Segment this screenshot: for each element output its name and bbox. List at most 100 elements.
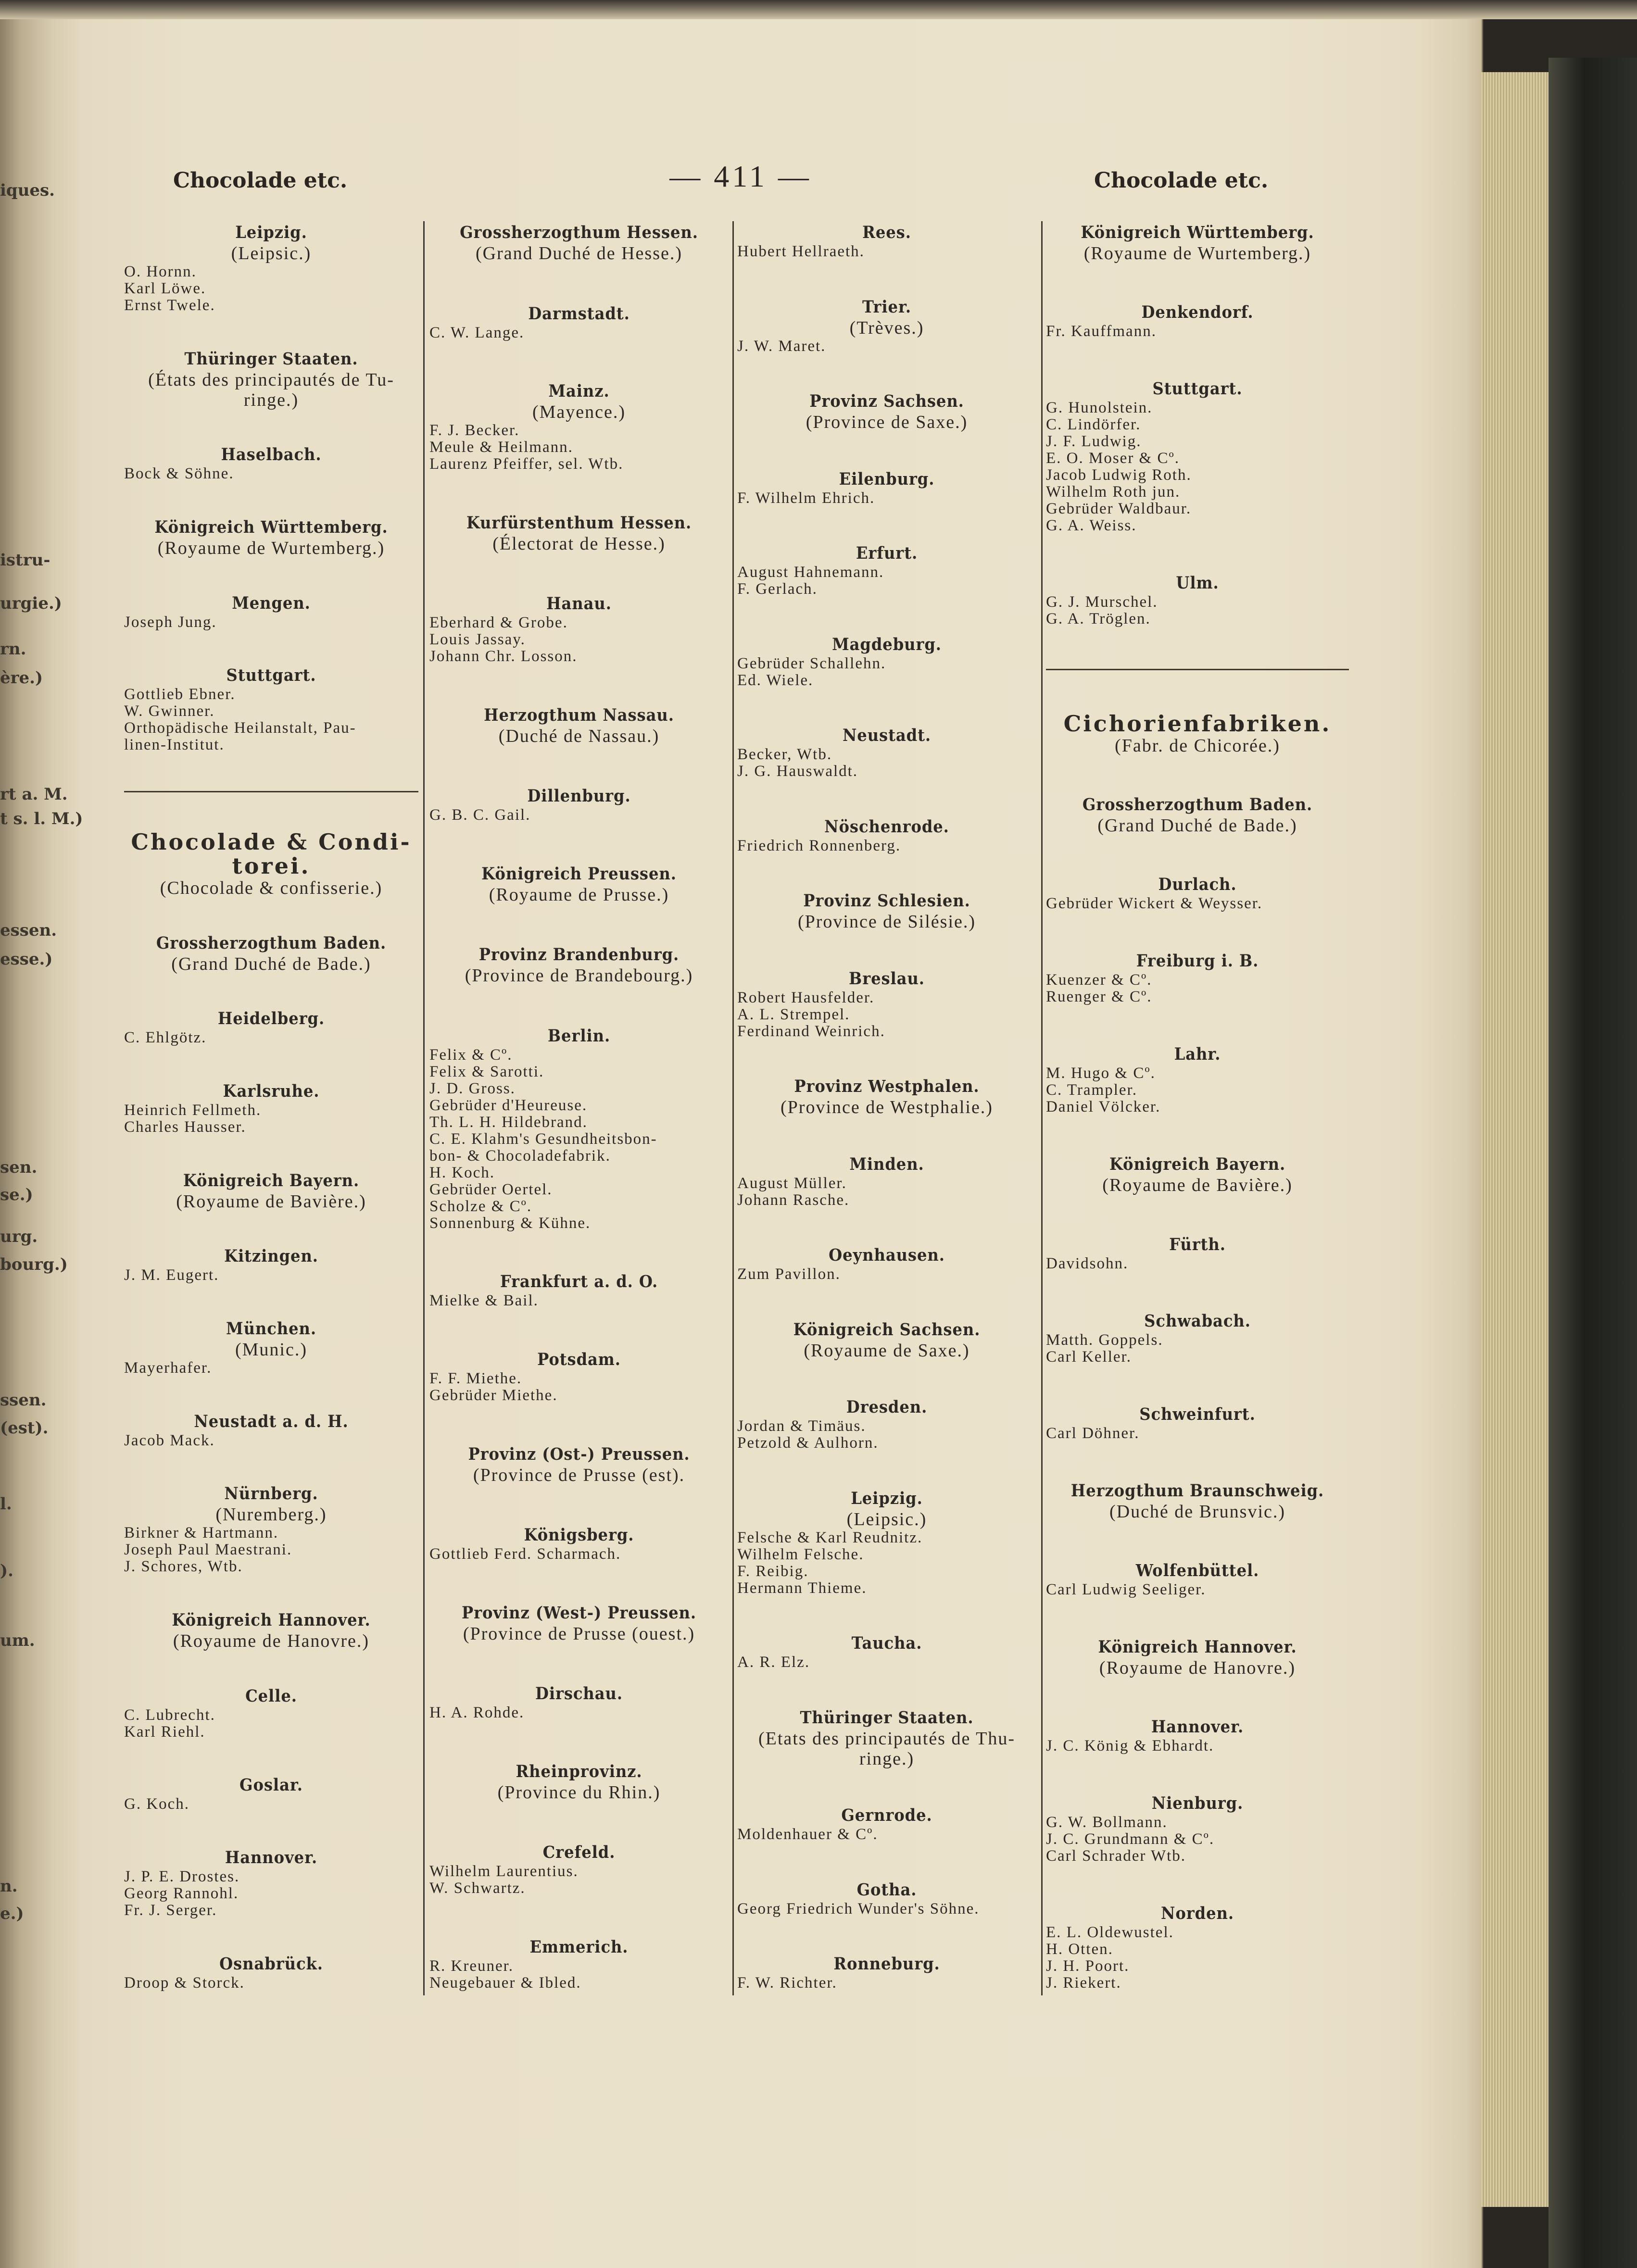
location-group: Denkendorf. Fr. Kauffmann. (1046, 302, 1349, 340)
location-group: Leipzig. (Leipsic.) O. Hornn. Karl Löwe. Ern… (124, 222, 418, 314)
location-group: Haselbach. Bock & Söhne. (124, 444, 418, 482)
location-group: Dillenburg. G. B. C. Gail. (429, 786, 729, 824)
place-heading: Stuttgart. (1152, 379, 1243, 399)
firm-entry: C. Trampler. (1046, 1081, 1137, 1099)
firm-entry: G. J. Murschel. (1046, 593, 1158, 611)
location-group: Erfurt. August Hahnemann. F. Gerlach. (737, 543, 1036, 598)
page-number: — 411 — (669, 159, 812, 193)
location-group: Grossherzogthum Baden. (Grand Duché de Ba… (124, 933, 418, 974)
firm-entry: Ferdinand Weinrich. (737, 1022, 885, 1040)
firm-entry: W. Gwinner. (124, 702, 215, 720)
firm-entry: Orthopädische Heilanstalt, Pau- linen-In… (124, 719, 356, 754)
place-heading: Celle. (245, 1686, 297, 1706)
location-group: Stuttgart. Gottlieb Ebner. W. Gwinner. Orth… (124, 665, 418, 753)
place-heading: Herzogthum Braunschweig. (1070, 1480, 1324, 1501)
category-heading: Cichorienfabriken. (1063, 711, 1332, 737)
place-heading: Lahr. (1174, 1044, 1221, 1065)
firm-entry: Felix & Cº. (429, 1046, 513, 1064)
firm-entry: Georg Friedrich Wunder's Söhne. (737, 1900, 980, 1917)
place-heading: Frankfurt a. d. O. (500, 1272, 658, 1292)
previous-page-fragment: ). (0, 1561, 13, 1580)
location-group: Darmstadt. C. W. Lange. (429, 303, 729, 341)
place-heading: Rees. (862, 223, 911, 242)
place-heading: Kitzingen. (224, 1246, 318, 1266)
previous-page-fragment: esse.) (0, 950, 53, 969)
location-group: Schwabach. Matth. Goppels. Carl Keller. (1046, 1311, 1349, 1366)
firm-entry: Charles Hausser. (124, 1118, 246, 1136)
french-translation: (Royaume de Bavière.) (1102, 1175, 1293, 1196)
place-heading: Königreich Hannover. (172, 1610, 371, 1630)
location-group: Herzogthum Nassau. (Duché de Nassau.) (429, 705, 729, 746)
location-group: Oeynhausen. Zum Pavillon. (737, 1245, 1036, 1283)
location-group: Königreich Bayern. (Royaume de Bavière.) (1046, 1154, 1349, 1195)
firm-entry: M. Hugo & Cº. (1046, 1065, 1156, 1082)
firm-entry: Ed. Wiele. (737, 671, 814, 689)
location-group: Mainz. (Mayence.) F. J. Becker. Meule & Hei… (429, 381, 729, 473)
previous-page-fragment: t s. l. M.) (0, 809, 83, 828)
firm-entry: Birkner & Hartmann. (124, 1524, 279, 1542)
firm-entry: J. Riekert. (1046, 1974, 1121, 1992)
french-translation: (Royaume de Bavière.) (176, 1191, 366, 1212)
place-heading: Rheinprovinz. (516, 1761, 642, 1781)
french-translation: (Mayence.) (532, 402, 626, 423)
place-heading: Mengen. (232, 593, 311, 613)
firm-entry: Carl Schrader Wtb. (1046, 1847, 1186, 1865)
column-4: Königreich Württemberg. (Royaume de Wurte… (1046, 222, 1349, 1992)
place-heading: Mainz. (548, 381, 610, 401)
place-heading: Hannover. (1151, 1717, 1244, 1737)
location-group: Berlin. Felix & Cº. Felix & Sarotti. J. D. … (429, 1026, 729, 1232)
place-heading: Stuttgart. (226, 665, 316, 686)
location-group: Gotha. Georg Friedrich Wunder's Söhne. (737, 1880, 1036, 1917)
firm-entry: Carl Keller. (1046, 1348, 1132, 1366)
firm-entry: Joseph Paul Maestrani. (124, 1541, 292, 1559)
firm-entry: Jordan & Timäus. (737, 1417, 866, 1435)
place-heading: Nürnberg. (224, 1484, 318, 1504)
location-group: Dresden. Jordan & Timäus. Petzold & Aulhor… (737, 1397, 1036, 1452)
book-cover-edge (1549, 58, 1637, 2268)
firm-entry: H. Otten. (1046, 1940, 1113, 1958)
french-translation: (Munic.) (235, 1339, 308, 1360)
previous-page-fragment: e.) (0, 1904, 24, 1923)
firm-entry: Karl Löwe. (124, 280, 206, 297)
previous-page-fragment: rn. (0, 639, 26, 659)
location-group: Thüringer Staaten. (États des principauté… (124, 349, 418, 410)
firm-entry: G. Koch. (124, 1795, 190, 1813)
place-heading: Königreich Bayern. (183, 1170, 360, 1190)
firm-entry: Hermann Thieme. (737, 1579, 867, 1597)
firm-entry: August Hahnemann. (737, 564, 884, 581)
previous-page-fragment: urg. (0, 1227, 38, 1246)
place-heading: Oeynhausen. (829, 1245, 945, 1265)
place-heading: Königreich Bayern. (1109, 1154, 1286, 1175)
firm-entry: G. B. C. Gail. (429, 806, 531, 824)
location-group: Chocolade & Condi- torei. (Chocolade & co… (124, 830, 418, 898)
french-translation: (Royaume de Wurtemberg.) (157, 538, 385, 559)
location-group: Osnabrück. Droop & Storck. (124, 1954, 418, 1992)
location-group: Cichorienfabriken. (Fabr. de Chicorée.) (1046, 712, 1349, 756)
firm-entry: Hubert Hellraeth. (737, 243, 865, 260)
previous-page-fragment: ère.) (0, 668, 43, 688)
firm-entry: F. Wilhelm Ehrich. (737, 489, 875, 507)
location-group: Nienburg. G. W. Bollmann. J. C. Grundmann … (1046, 1793, 1349, 1865)
location-group: Schweinfurt. Carl Döhner. (1046, 1404, 1349, 1442)
location-group: Provinz Sachsen. (Province de Saxe.) (737, 391, 1036, 432)
place-heading: München. (226, 1318, 316, 1339)
location-group: Eilenburg. F. Wilhelm Ehrich. (737, 469, 1036, 507)
firm-entry: F. F. Miethe. (429, 1370, 522, 1388)
place-heading: Grossherzogthum Baden. (156, 933, 387, 953)
firm-entry: E. O. Moser & Cº. (1046, 450, 1180, 467)
firm-entry: Jacob Ludwig Roth. (1046, 466, 1192, 484)
place-heading: Breslau. (849, 968, 925, 989)
firm-entry: G. A. Weiss. (1046, 517, 1137, 535)
firm-entry: Gebrüder Miethe. (429, 1387, 558, 1404)
firm-entry: C. E. Klahm's Gesundheitsbon- bon- & Cho… (429, 1130, 657, 1165)
running-header-right: Chocolade etc. (1094, 168, 1269, 193)
french-translation: (Duché de Nassau.) (498, 726, 660, 746)
firm-entry: H. A. Rohde. (429, 1704, 525, 1722)
previous-page-fragment: sen. (0, 1158, 38, 1177)
previous-page-fragment: ssen. (0, 1391, 47, 1410)
column-divider (732, 221, 734, 1995)
place-heading: Magdeburg. (832, 634, 942, 654)
firm-entry: G. A. Tröglen. (1046, 610, 1151, 628)
firm-entry: F. Gerlach. (737, 580, 818, 598)
